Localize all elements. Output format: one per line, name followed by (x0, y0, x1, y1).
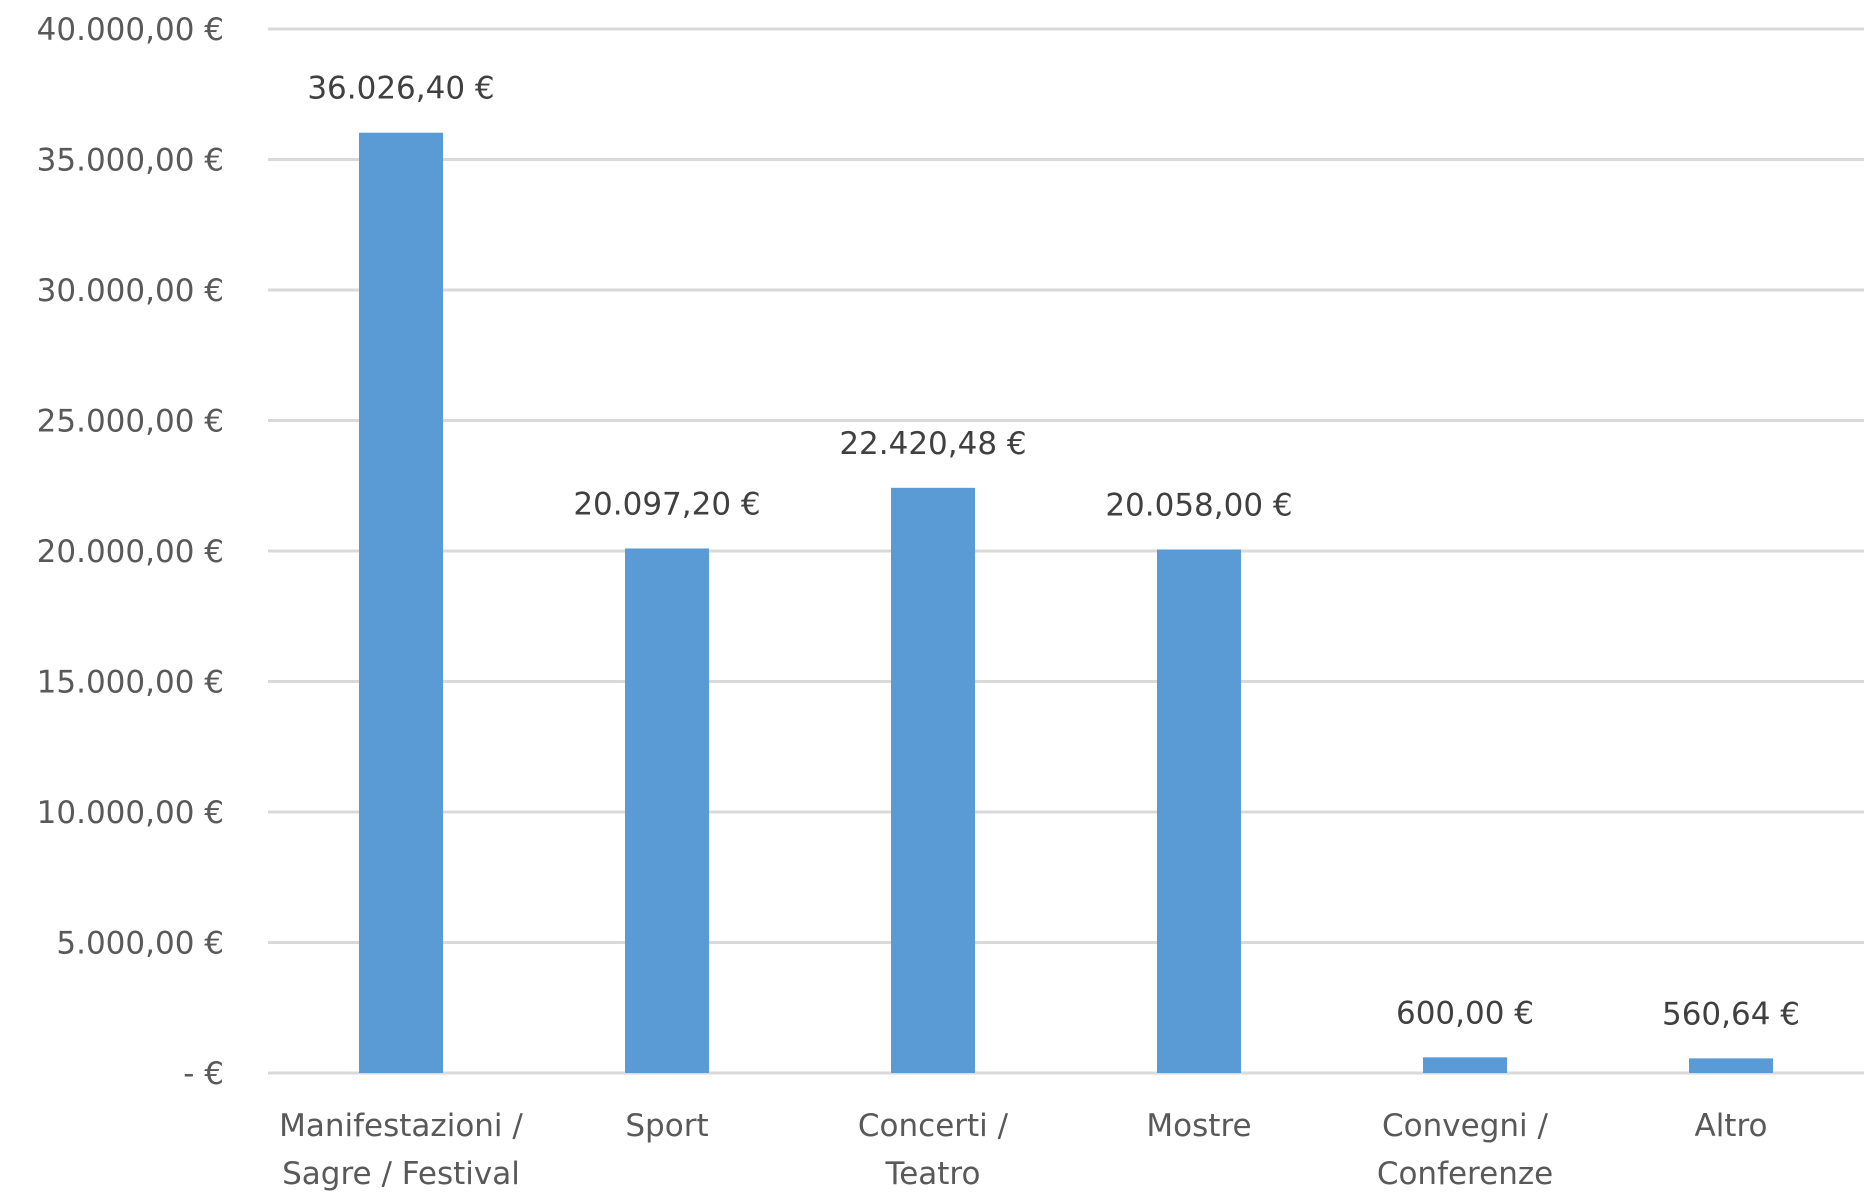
data-labels: 36.026,40 € 20.097,20 € 22.420,48 € 20.058,… (307, 71, 1800, 1033)
gridlines (268, 27, 1864, 1075)
category-label-line: Altro (1694, 1108, 1767, 1144)
category-label: Mostre (1146, 1108, 1251, 1144)
category-label: Convegni / Conferenze (1377, 1108, 1553, 1192)
category-label-line: Concerti / (858, 1108, 1009, 1144)
y-tick-label: 40.000,00 € (37, 12, 224, 48)
category-label-line: Sagre / Festival (282, 1156, 520, 1192)
data-label: 600,00 € (1396, 995, 1534, 1031)
category-label: Manifestazioni / Sagre / Festival (279, 1108, 523, 1192)
bar (359, 132, 443, 1074)
category-label: Concerti / Teatro (858, 1108, 1009, 1192)
category-label-line: Teatro (885, 1156, 981, 1192)
bars (359, 132, 1773, 1074)
y-tick-label: 5.000,00 € (56, 926, 224, 962)
y-tick-label: 35.000,00 € (37, 143, 224, 179)
data-label: 22.420,48 € (839, 426, 1026, 462)
x-axis-category-labels: Manifestazioni / Sagre / Festival Sport Con… (279, 1108, 1767, 1192)
category-label-line: Conferenze (1377, 1156, 1553, 1192)
bar (891, 487, 975, 1074)
y-tick-label: 10.000,00 € (37, 795, 224, 831)
data-label: 560,64 € (1662, 996, 1800, 1032)
data-label: 20.097,20 € (573, 486, 760, 522)
category-label: Altro (1694, 1108, 1767, 1144)
category-label-line: Convegni / (1382, 1108, 1548, 1144)
category-label-line: Sport (625, 1108, 708, 1144)
category-label-line: Mostre (1146, 1108, 1251, 1144)
bar (625, 548, 709, 1073)
bar (1423, 1057, 1507, 1073)
y-tick-label: - € (183, 1056, 224, 1092)
data-label: 20.058,00 € (1105, 487, 1292, 523)
category-label: Sport (625, 1108, 708, 1144)
y-tick-label: 30.000,00 € (37, 273, 224, 309)
data-label: 36.026,40 € (307, 71, 494, 107)
y-tick-label: 25.000,00 € (37, 404, 224, 440)
bar (1157, 549, 1241, 1073)
bar (1689, 1058, 1773, 1073)
y-tick-label: 20.000,00 € (37, 534, 224, 570)
y-axis-tick-labels: - € 5.000,00 € 10.000,00 € 15.000,00 € 20.0… (37, 12, 224, 1092)
category-label-line: Manifestazioni / (279, 1108, 523, 1144)
y-tick-label: 15.000,00 € (37, 665, 224, 701)
